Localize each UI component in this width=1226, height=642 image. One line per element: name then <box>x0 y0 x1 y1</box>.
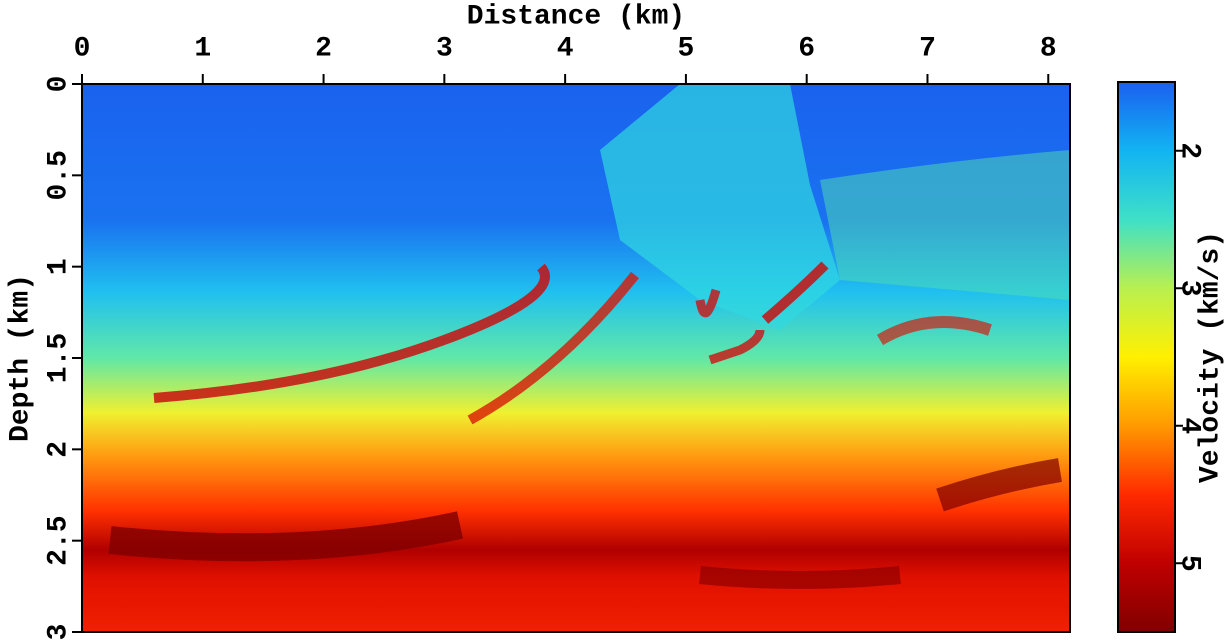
x-tick-label: 3 <box>436 33 453 64</box>
x-axis-label: Distance (km) <box>467 1 685 32</box>
colorbar-tick-label: 2 <box>1174 142 1205 159</box>
y-tick-label: 2.5 <box>43 515 74 565</box>
x-tick-label: 5 <box>678 33 695 64</box>
x-tick-label: 7 <box>919 33 936 64</box>
y-tick-label: 2 <box>43 441 74 458</box>
x-tick-label: 0 <box>74 33 91 64</box>
colorbar-tick-label: 3 <box>1174 280 1205 297</box>
colorbar-tick-label: 4 <box>1174 417 1205 434</box>
x-tick-label: 4 <box>557 33 574 64</box>
x-tick-label: 1 <box>194 33 211 64</box>
y-tick-label: 1.5 <box>43 333 74 383</box>
y-tick-label: 3 <box>43 624 74 641</box>
y-tick-label: 0.5 <box>43 150 74 200</box>
colorbar <box>1117 81 1176 633</box>
y-axis-label: Depth (km) <box>5 274 36 442</box>
colorbar-tick-label: 5 <box>1174 555 1205 572</box>
y-tick-label: 1 <box>43 258 74 275</box>
x-tick-label: 2 <box>315 33 332 64</box>
velocity-image <box>82 84 1070 632</box>
y-tick-label: 0 <box>43 76 74 93</box>
x-tick-label: 8 <box>1040 33 1057 64</box>
x-tick-label: 6 <box>798 33 815 64</box>
colorbar-label: Velocity (km/s) <box>1195 231 1226 483</box>
